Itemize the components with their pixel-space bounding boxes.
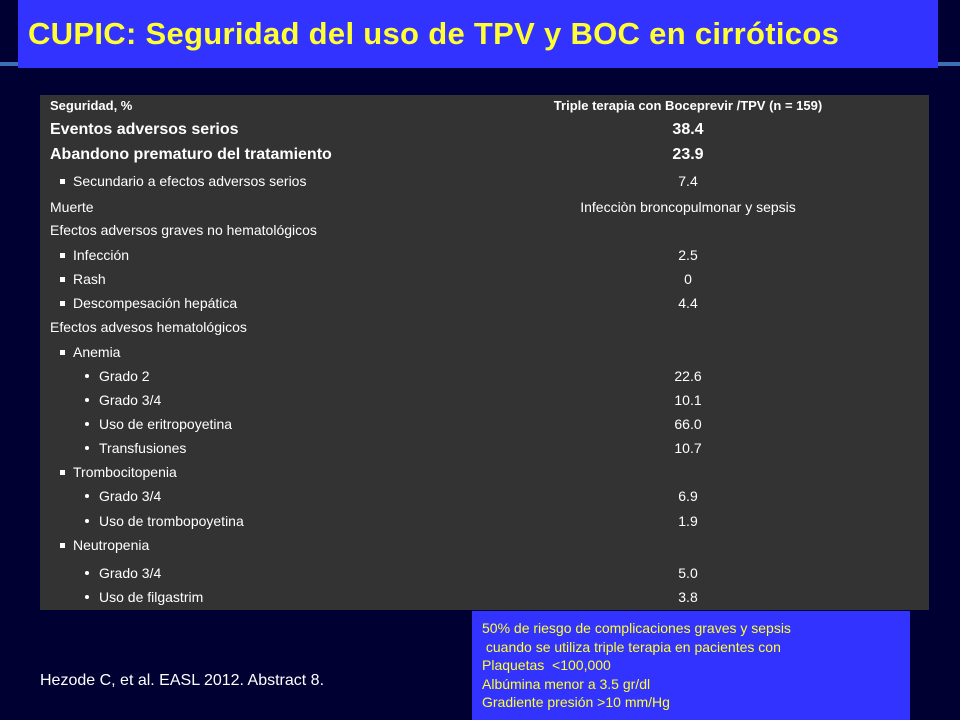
row-label: Uso de eritropoyetina — [99, 416, 233, 432]
row-label: Trombocitopenia — [73, 464, 177, 480]
table-row: Rash 0 — [40, 268, 929, 290]
page-title: CUPIC: Seguridad del uso de TPV y BOC en… — [28, 16, 840, 51]
dot-bullet-icon — [85, 398, 89, 403]
note-line: 50% de riesgo de complicaciones graves y… — [482, 620, 791, 636]
table-row: Uso de eritropoyetina 66.0 — [40, 413, 929, 435]
row-value: 3.8 — [678, 589, 698, 605]
table-row: Grado 3/4 5.0 — [40, 562, 929, 584]
row-label: Descompesación hepática — [73, 295, 238, 311]
table-row: Neutropenia — [40, 534, 929, 556]
row-value: 10.7 — [674, 440, 702, 456]
square-bullet-icon — [60, 542, 65, 548]
table-row: Secundario a efectos adversos serios 7.4 — [40, 170, 929, 192]
title-box: CUPIC: Seguridad del uso de TPV y BOC en… — [18, 0, 938, 68]
row-label: Grado 3/4 — [99, 565, 162, 581]
table-row: Grado 3/4 10.1 — [40, 389, 929, 411]
dot-bullet-icon — [85, 422, 89, 427]
row-value: 0 — [684, 271, 692, 287]
table-row: Anemia — [40, 341, 929, 363]
dot-bullet-icon — [85, 374, 89, 379]
row-label: Rash — [73, 271, 106, 287]
row-label: Grado 2 — [99, 368, 150, 384]
dot-bullet-icon — [85, 494, 89, 499]
table-row: Eventos adversos serios 38.4 — [40, 119, 929, 141]
row-value: 1.9 — [678, 513, 698, 529]
row-label: Neutropenia — [73, 537, 150, 553]
row-label: Infección — [73, 247, 130, 263]
row-value: 10.1 — [674, 392, 702, 408]
row-value: 7.4 — [678, 173, 698, 189]
table-row: Efectos adversos graves no hematológicos — [40, 219, 929, 241]
note-line: cuando se utiliza triple terapia en paci… — [482, 638, 781, 655]
row-label: Uso de filgastrim — [99, 589, 204, 605]
header-value: Triple terapia con Boceprevir /TPV (n = … — [553, 98, 823, 113]
row-label: Muerte — [50, 199, 94, 215]
citation: Hezode C, et al. EASL 2012. Abstract 8. — [40, 672, 325, 689]
table-row: Abandono prematuro del tratamiento 23.9 — [40, 144, 929, 166]
table-row: Efectos advesos hematológicos — [40, 316, 929, 338]
square-bullet-icon — [60, 252, 65, 258]
note-line: Gradiente presión >10 mm/Hg — [482, 694, 670, 710]
table-row: Grado 2 22.6 — [40, 365, 929, 387]
square-bullet-icon — [60, 276, 65, 282]
note-line: Albúmina menor a 3.5 gr/dl — [482, 675, 651, 692]
table-row: Uso de filgastrim 3.8 — [40, 586, 929, 608]
row-label: Anemia — [73, 344, 121, 360]
table-row: Grado 3/4 6.9 — [40, 485, 929, 507]
row-value: 66.0 — [674, 416, 702, 432]
square-bullet-icon — [60, 178, 65, 184]
row-label: Efectos adversos graves no hematológicos — [50, 222, 317, 238]
row-label: Efectos advesos hematológicos — [50, 319, 247, 335]
table-row: Muerte Infecciòn broncopulmonar y sepsis — [40, 196, 929, 218]
row-value: Infecciòn broncopulmonar y sepsis — [580, 199, 796, 215]
row-label: Abandono prematuro del tratamiento — [50, 146, 332, 163]
square-bullet-icon — [60, 469, 65, 475]
note-line: Plaquetas <100,000 — [482, 657, 611, 673]
square-bullet-icon — [60, 300, 65, 306]
row-label: Eventos adversos serios — [50, 121, 239, 138]
table-row: Infección 2.5 — [40, 244, 929, 266]
table-row: Trombocitopenia — [40, 461, 929, 483]
dot-bullet-icon — [85, 446, 89, 451]
dot-bullet-icon — [85, 519, 89, 524]
table-header: Seguridad, % Triple terapia con Boceprev… — [40, 95, 929, 117]
table-row: Transfusiones 10.7 — [40, 437, 929, 459]
dot-bullet-icon — [85, 595, 89, 600]
row-label: Grado 3/4 — [99, 392, 162, 408]
risk-note-box: 50% de riesgo de complicaciones graves y… — [472, 611, 910, 720]
table-row: Uso de trombopoyetina 1.9 — [40, 510, 929, 532]
row-value: 5.0 — [678, 565, 698, 581]
row-value: 22.6 — [674, 368, 702, 384]
square-bullet-icon — [60, 349, 65, 355]
table-row: Descompesación hepática 4.4 — [40, 292, 929, 314]
row-label: Uso de trombopoyetina — [99, 513, 244, 529]
row-value: 6.9 — [678, 488, 698, 504]
dot-bullet-icon — [85, 571, 89, 576]
row-value: 4.4 — [678, 295, 698, 311]
row-value: 23.9 — [672, 146, 704, 163]
row-value: 2.5 — [678, 247, 698, 263]
row-value: 38.4 — [672, 121, 704, 138]
row-label: Grado 3/4 — [99, 488, 162, 504]
row-label: Secundario a efectos adversos serios — [73, 173, 307, 189]
header-label: Seguridad, % — [50, 98, 133, 113]
row-label: Transfusiones — [99, 440, 187, 456]
safety-table: Seguridad, % Triple terapia con Boceprev… — [40, 95, 929, 610]
